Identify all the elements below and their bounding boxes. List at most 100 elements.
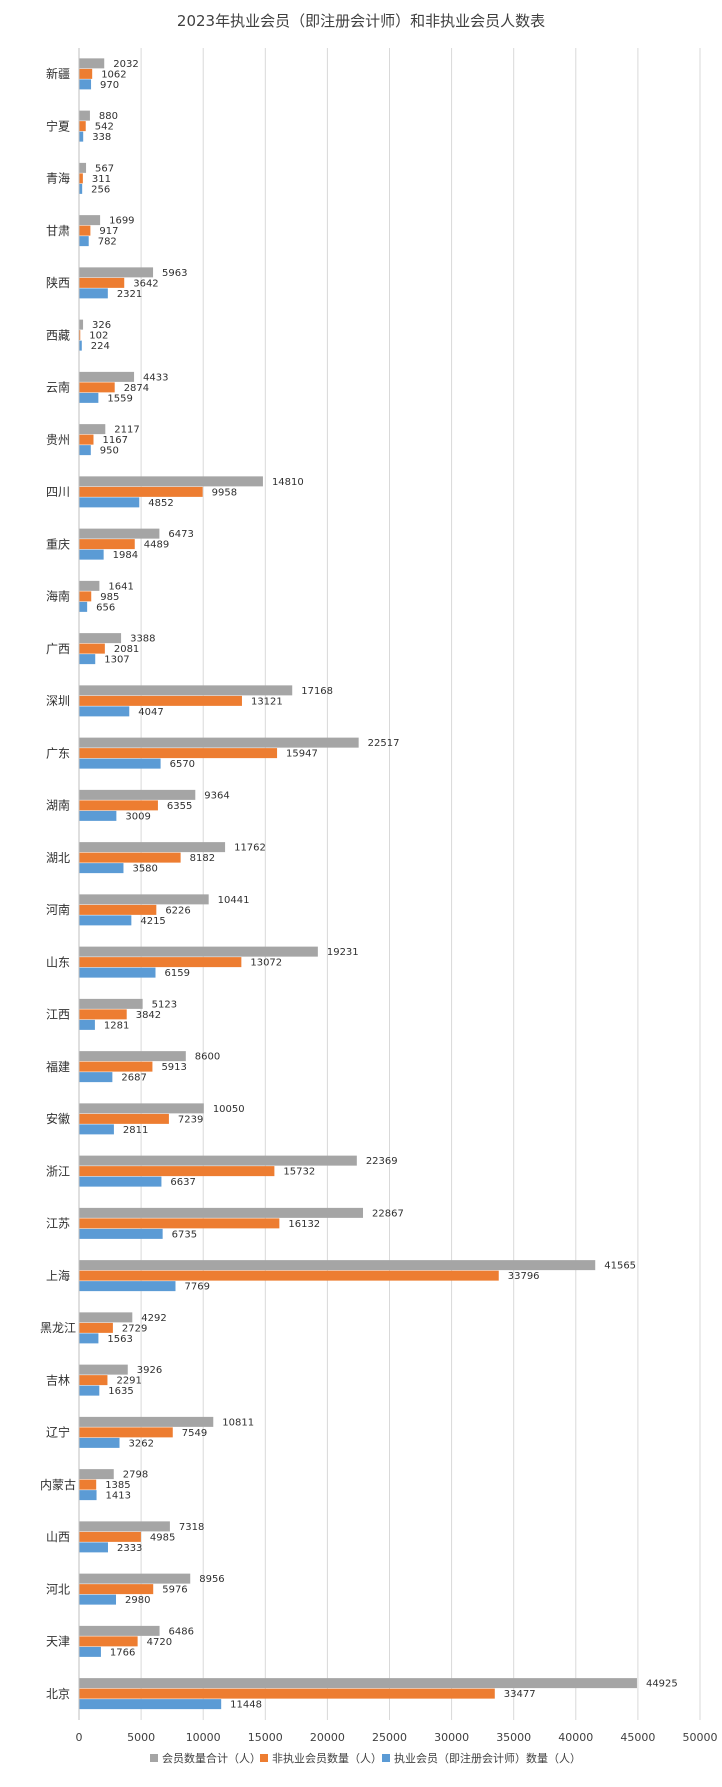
category-label: 内蒙古 — [40, 1477, 76, 1492]
data-label: 2874 — [124, 383, 149, 394]
category-label: 广东 — [46, 746, 70, 760]
bar — [79, 319, 84, 330]
bar — [79, 695, 242, 706]
axes: 0 5000 10000 15000 20000 25000 30000 35000 40000… — [40, 48, 718, 1744]
bar — [79, 1072, 113, 1083]
bar — [79, 1542, 108, 1553]
bar — [79, 1594, 117, 1605]
data-label: 5963 — [162, 268, 187, 279]
data-label: 4720 — [147, 1637, 172, 1648]
category-label: 山西 — [46, 1530, 70, 1544]
data-label: 22369 — [366, 1156, 398, 1167]
data-label: 2811 — [123, 1125, 148, 1136]
category-label: 湖南 — [46, 798, 70, 813]
data-label: 567 — [95, 163, 114, 174]
bar — [79, 1636, 138, 1647]
data-label: 5123 — [152, 999, 177, 1010]
data-label: 782 — [98, 237, 117, 248]
x-tick-label: 5000 — [127, 1731, 155, 1744]
data-label: 4489 — [144, 540, 169, 551]
category-label: 辽宁 — [46, 1425, 70, 1440]
bar — [79, 110, 90, 121]
data-label: 1563 — [107, 1334, 132, 1345]
bar — [79, 1375, 108, 1386]
chart-title: 2023年执业会员（即注册会计师）和非执业会员人数表 — [177, 12, 545, 30]
data-label: 2333 — [117, 1543, 142, 1554]
category-label: 贵州 — [46, 433, 70, 447]
data-label: 6226 — [165, 905, 190, 916]
data-label: 6159 — [164, 968, 189, 979]
bar — [79, 1531, 141, 1542]
bar — [79, 58, 105, 69]
bar — [79, 1270, 499, 1281]
data-label: 338 — [92, 132, 111, 143]
data-label: 2081 — [114, 644, 139, 655]
bar — [79, 737, 359, 748]
bar — [79, 633, 122, 644]
x-tick-label: 25000 — [372, 1731, 407, 1744]
bar — [79, 810, 117, 821]
bar — [79, 330, 81, 341]
bar — [79, 998, 143, 1009]
data-label: 11762 — [234, 843, 266, 854]
data-label: 256 — [91, 184, 110, 195]
bar — [79, 1416, 214, 1427]
data-label: 880 — [99, 111, 118, 122]
data-label: 7318 — [179, 1522, 204, 1533]
data-label: 542 — [95, 122, 114, 133]
bar — [79, 1061, 153, 1072]
bar — [79, 173, 83, 184]
bar — [79, 591, 92, 602]
category-label: 新疆 — [46, 66, 70, 81]
bar — [79, 1573, 191, 1584]
category-label: 西藏 — [46, 328, 70, 342]
data-label: 326 — [92, 320, 111, 331]
bar — [79, 1625, 160, 1636]
data-label: 224 — [91, 341, 110, 352]
bar — [79, 236, 89, 247]
bar — [79, 162, 87, 173]
data-label: 4292 — [141, 1313, 166, 1324]
bar — [79, 528, 160, 539]
bar — [79, 1322, 113, 1333]
bar — [79, 1281, 176, 1292]
bar — [79, 1437, 120, 1448]
x-tick-label: 30000 — [434, 1731, 469, 1744]
data-label: 3580 — [132, 864, 157, 875]
data-label: 1766 — [110, 1647, 135, 1658]
bar — [79, 1312, 133, 1323]
bar — [79, 1051, 186, 1062]
data-label: 44925 — [646, 1679, 678, 1690]
category-label: 云南 — [46, 380, 70, 395]
category-label: 山东 — [46, 955, 70, 969]
data-label: 5976 — [162, 1585, 187, 1596]
bar — [79, 1207, 364, 1218]
bar — [79, 445, 91, 456]
data-label: 1167 — [102, 435, 127, 446]
data-label: 10441 — [218, 895, 250, 906]
bar — [79, 904, 157, 915]
legend: 会员数量合计（人） 非执业会员数量（人） 执业会员（即注册会计师）数量（人） — [150, 1751, 581, 1765]
x-tick-label: 50000 — [683, 1731, 718, 1744]
data-label: 9364 — [204, 790, 229, 801]
data-label: 13121 — [251, 696, 283, 707]
data-label: 4852 — [148, 498, 173, 509]
data-label: 33796 — [508, 1271, 540, 1282]
bar — [79, 121, 86, 132]
category-label: 北京 — [46, 1687, 70, 1701]
data-label: 17168 — [301, 686, 333, 697]
data-label: 10811 — [222, 1417, 254, 1428]
category-label: 广西 — [46, 642, 70, 656]
bar — [79, 1521, 170, 1532]
bar — [79, 967, 156, 978]
data-label: 1641 — [108, 581, 133, 592]
data-label: 8600 — [195, 1052, 220, 1063]
category-label: 深圳 — [46, 694, 70, 708]
data-label: 6473 — [168, 529, 193, 540]
data-label: 4215 — [140, 916, 165, 927]
bar — [79, 68, 93, 79]
data-label: 2321 — [117, 289, 142, 300]
data-label: 3009 — [125, 811, 150, 822]
category-label: 安徽 — [46, 1111, 70, 1126]
